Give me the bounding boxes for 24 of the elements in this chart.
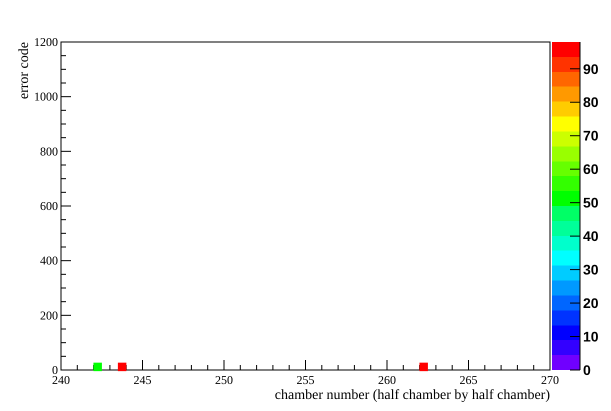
x-tick-label: 245: [134, 373, 152, 387]
x-tick-label: 255: [296, 373, 314, 387]
y-tick-label: 200: [40, 308, 58, 322]
y-tick-label: 800: [40, 144, 58, 158]
y-axis-title: error code: [17, 42, 32, 100]
y-tick-label: 400: [40, 254, 58, 268]
color-bar-label: 60: [583, 161, 599, 178]
color-bar-label: 30: [583, 262, 599, 278]
color-bar-label: 70: [583, 128, 599, 144]
color-bar-label: 80: [583, 94, 599, 110]
y-tick-label: 1000: [34, 90, 58, 104]
color-bar-label: 20: [583, 295, 599, 312]
x-tick-label: 250: [215, 373, 233, 387]
y-tick-label: 1200: [34, 35, 58, 49]
color-bar-label: 10: [583, 328, 599, 345]
color-bar-label: 0: [583, 362, 591, 378]
x-tick-label: 270: [541, 373, 559, 387]
x-tick-label: 260: [378, 373, 396, 387]
x-tick-label: 265: [460, 373, 478, 387]
x-axis-title: chamber number (half chamber by half chamber): [274, 388, 550, 403]
color-bar-label: 90: [583, 60, 599, 77]
color-bar-label: 40: [583, 228, 599, 244]
y-tick-label: 600: [40, 199, 58, 213]
color-bar-label: 50: [583, 194, 599, 211]
